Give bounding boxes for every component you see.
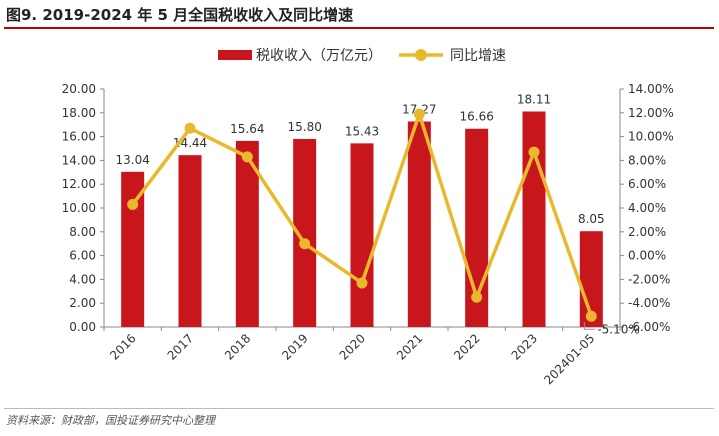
legend-line-marker [415,49,427,61]
title-divider [4,27,714,29]
bar [522,111,546,327]
bar [235,140,259,327]
bar [178,155,202,327]
y-left-tick-label: 20.00 [62,82,96,96]
bar-value-label: 16.66 [459,110,493,124]
x-tick-label: 202401-05 [541,331,597,387]
x-tick-label: 2023 [509,331,540,362]
y-left-tick-label: 16.00 [62,130,96,144]
growth-point [184,122,196,134]
growth-point [241,151,253,163]
growth-point [471,291,483,303]
growth-label-leader [583,322,596,330]
y-right-tick-label: 12.00% [628,106,674,120]
y-right-tick-label: 8.00% [628,153,666,167]
x-tick-label: 2020 [337,331,368,362]
bar [121,171,145,327]
x-tick-label: 2017 [165,331,196,362]
y-left-tick-label: 12.00 [62,177,96,191]
bar [293,138,317,327]
source-note: 资料来源：财政部，国投证券研究中心整理 [6,414,215,427]
y-right-tick-label: 6.00% [628,177,666,191]
y-left-tick-label: 4.00 [69,272,96,286]
legend-bar-swatch [218,50,252,60]
y-right-tick-label: 0.00% [628,249,666,263]
bar-value-label: 18.11 [517,92,551,106]
x-tick-label: 2019 [279,331,310,362]
x-tick-label: 2021 [394,331,425,362]
y-left-tick-label: 6.00 [69,249,96,263]
bar [407,121,431,327]
y-left-tick-label: 14.00 [62,153,96,167]
y-left-tick-label: 0.00 [69,320,96,334]
y-right-tick-label: 14.00% [628,82,674,96]
bar-value-label: 15.80 [287,120,321,134]
x-tick-label: 2018 [222,331,253,362]
bar [350,143,374,327]
growth-point [356,277,368,289]
bar-value-label: 15.43 [345,124,379,138]
growth-point [528,146,540,158]
y-left-tick-label: 10.00 [62,201,96,215]
legend-bar-label: 税收收入（万亿元） [256,48,382,64]
growth-point [413,108,425,120]
growth-point [127,198,139,210]
y-right-tick-label: -6.00% [628,320,670,334]
y-right-tick-label: 2.00% [628,225,666,239]
x-tick-label: 2016 [107,331,138,362]
bar-value-label: 15.64 [230,122,264,136]
source-divider [4,408,714,409]
y-right-tick-label: 10.00% [628,130,674,144]
growth-value-label: -5.10% [597,322,639,336]
x-tick-label: 2022 [451,331,482,362]
y-right-tick-label: -4.00% [628,296,670,310]
growth-point [299,238,311,250]
bar-value-label: 13.04 [115,153,149,167]
figure-title: 图9. 2019-2024 年 5 月全国税收收入及同比增速 [6,6,354,24]
growth-point [585,310,597,322]
bar-value-label: 8.05 [578,212,605,226]
y-left-tick-label: 8.00 [69,225,96,239]
y-left-tick-label: 18.00 [62,106,96,120]
y-right-tick-label: -2.00% [628,272,670,286]
legend-line-label: 同比增速 [450,48,506,64]
y-right-tick-label: 4.00% [628,201,666,215]
y-left-tick-label: 2.00 [69,296,96,310]
